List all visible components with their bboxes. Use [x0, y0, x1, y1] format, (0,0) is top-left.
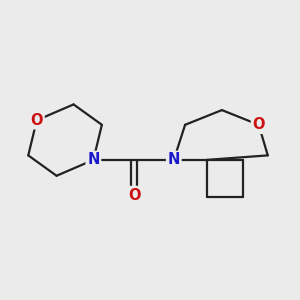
Text: N: N — [168, 152, 180, 167]
Text: O: O — [31, 113, 43, 128]
Text: O: O — [253, 117, 265, 132]
Text: N: N — [87, 152, 100, 167]
Text: O: O — [128, 188, 140, 202]
